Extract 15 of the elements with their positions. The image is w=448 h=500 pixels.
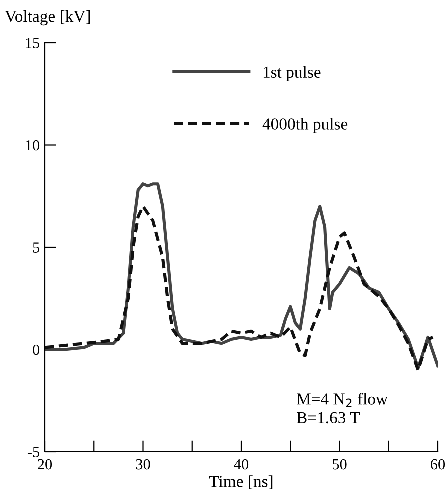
y-tick-label: -5 <box>28 447 40 458</box>
x-tick-label: 50 <box>333 459 347 470</box>
x-tick-label: 20 <box>38 459 52 470</box>
y-tick-label: 15 <box>26 38 40 48</box>
x-axis-title: Time [ns] <box>209 476 273 490</box>
annotation: M=4 N$_{2}$ flow B=1.63 T <box>297 392 388 424</box>
legend-label: 4000th pulse <box>262 118 348 134</box>
y-tick-label: 10 <box>26 140 40 151</box>
x-tick-label: 30 <box>136 459 150 470</box>
x-tick-label: 60 <box>431 459 446 470</box>
y-tick-label: 5 <box>33 242 40 253</box>
legend-label: 1st pulse <box>264 66 321 82</box>
y-axis-title: Voltage [kV] <box>5 10 90 26</box>
x-tick-label: 40 <box>234 459 249 470</box>
y-tick-label: 0 <box>33 344 40 356</box>
